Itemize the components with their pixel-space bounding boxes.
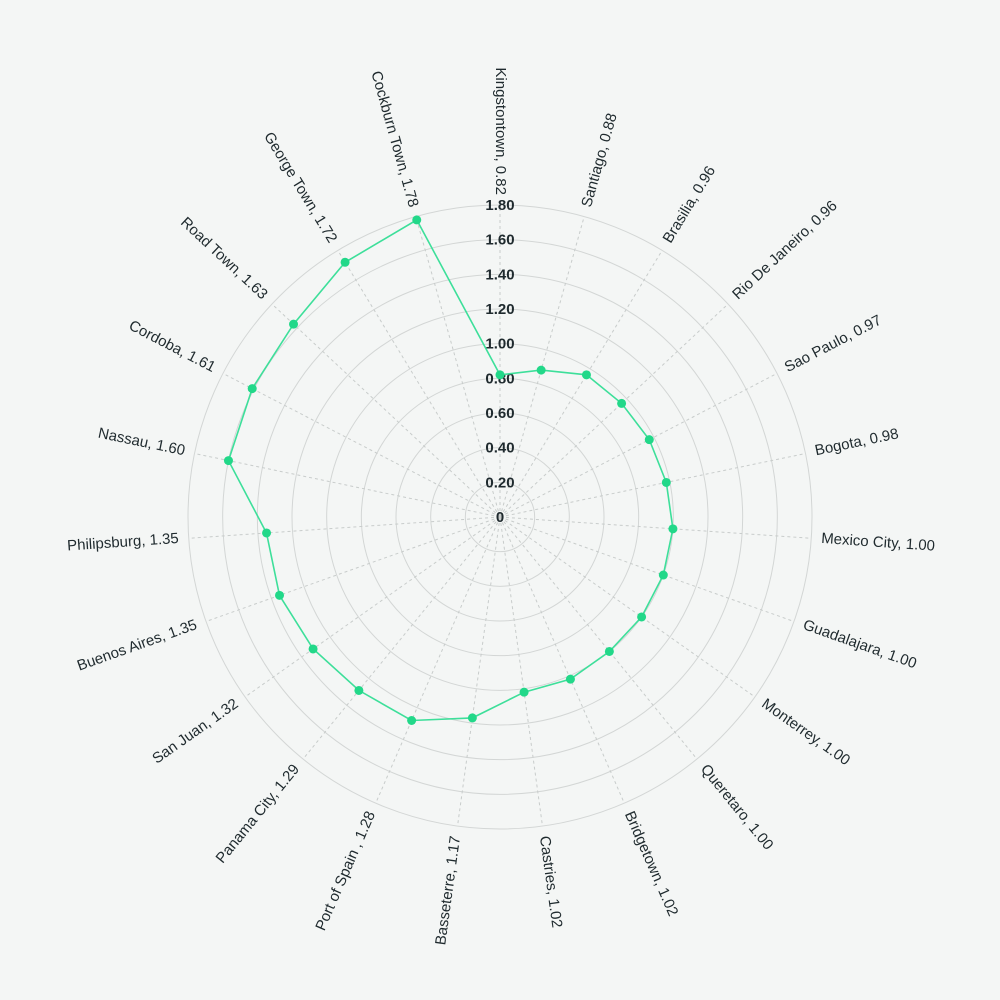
grid-ring	[464, 481, 536, 553]
category-label: Nassau, 1.60	[97, 425, 187, 460]
grid-spoke	[499, 516, 543, 827]
data-point	[658, 570, 668, 580]
grid-spoke	[499, 453, 806, 518]
radial-tick-label: 0.20	[485, 474, 514, 491]
data-point	[412, 215, 422, 225]
category-label: Bridgetown, 1.02	[621, 809, 681, 919]
grid-spoke	[499, 250, 663, 518]
category-label: Cockburn Town, 1.78	[367, 69, 421, 209]
category-label: San Juan, 1.32	[149, 695, 241, 767]
data-point	[247, 384, 257, 394]
data-point	[262, 528, 272, 538]
data-point	[275, 590, 285, 600]
radial-tick-label: 1.40	[485, 266, 514, 283]
category-label: Cordoba, 1.61	[126, 317, 218, 376]
grid-ring	[430, 447, 570, 587]
data-point	[308, 644, 318, 654]
data-point	[354, 685, 364, 695]
category-label: Queretaro, 1.00	[697, 761, 777, 853]
category-label: Monterrey, 1.00	[758, 695, 853, 769]
grid-spoke	[244, 516, 501, 698]
radial-tick-label: 1.80	[485, 197, 514, 214]
category-label: Sao Paulo, 0.97	[782, 312, 885, 376]
data-point	[637, 612, 647, 622]
grid-spokes	[188, 205, 812, 827]
grid-spoke	[499, 516, 625, 804]
category-label: Basseterre, 1.17	[432, 835, 464, 946]
grid-spoke	[205, 516, 501, 622]
data-point	[289, 319, 299, 329]
category-label: Buenos Aires, 1.35	[75, 616, 199, 674]
category-label: Panama City, 1.29	[213, 761, 303, 867]
radial-tick-label: 0	[496, 509, 504, 526]
category-label: Brasilia, 0.96	[660, 163, 720, 246]
category-label: George Town, 1.72	[260, 129, 340, 246]
data-point	[604, 646, 614, 656]
grid-spoke	[499, 516, 756, 698]
data-point	[495, 370, 505, 380]
grid-spoke	[375, 516, 501, 804]
grid-spoke	[499, 216, 585, 518]
data-point	[223, 456, 233, 466]
grid-spoke	[302, 516, 501, 760]
data-point	[407, 715, 417, 725]
data-point	[565, 674, 575, 684]
category-label: Castries, 1.02	[536, 835, 565, 929]
series-line	[227, 218, 674, 722]
radial-tick-labels: 00.200.400.600.801.001.201.401.601.80	[485, 197, 514, 526]
grid-ring	[187, 204, 813, 830]
radial-tick-label: 1.60	[485, 232, 514, 249]
data-point	[581, 370, 591, 380]
grid-ring	[326, 343, 674, 691]
grid-spoke	[188, 516, 501, 539]
category-label: Mexico City, 1.00	[821, 530, 936, 555]
grid-ring	[291, 308, 709, 726]
grid-spoke	[499, 373, 778, 518]
radial-tick-label: 1.20	[485, 301, 514, 318]
radial-tick-label: 1.00	[485, 336, 514, 353]
grid-spoke	[457, 516, 501, 827]
radial-tick-label: 0.40	[485, 440, 514, 457]
category-label: Kingstontown, 0.82	[492, 67, 509, 195]
category-label: Road Town, 1.63	[177, 214, 271, 303]
category-label: Guadalajara, 1.00	[801, 616, 919, 672]
radial-tick-label: 0.60	[485, 405, 514, 422]
grid-spoke	[499, 516, 698, 760]
data-point	[340, 257, 350, 267]
data-point	[519, 687, 529, 697]
grid-spoke	[194, 453, 501, 518]
grid-spoke	[415, 216, 501, 518]
data-series	[223, 215, 678, 725]
data-point	[661, 477, 671, 487]
grid-spoke	[499, 516, 812, 539]
data-point	[668, 524, 678, 534]
grid-spoke	[499, 516, 795, 622]
category-label: Rio De Janeiro, 0.96	[729, 197, 841, 303]
data-point	[617, 398, 627, 408]
data-point	[644, 435, 654, 445]
grid-spoke	[271, 303, 501, 518]
category-label: Bogota, 0.98	[813, 425, 900, 459]
category-label: Port of Spain , 1.28	[312, 809, 379, 934]
data-point	[467, 713, 477, 723]
grid-spoke	[499, 303, 729, 518]
category-label: Philipsburg, 1.35	[67, 530, 180, 555]
grid-spoke	[337, 250, 501, 518]
grid-spoke	[222, 373, 501, 518]
category-label: Santiago, 0.88	[578, 111, 620, 209]
data-point	[536, 365, 546, 375]
